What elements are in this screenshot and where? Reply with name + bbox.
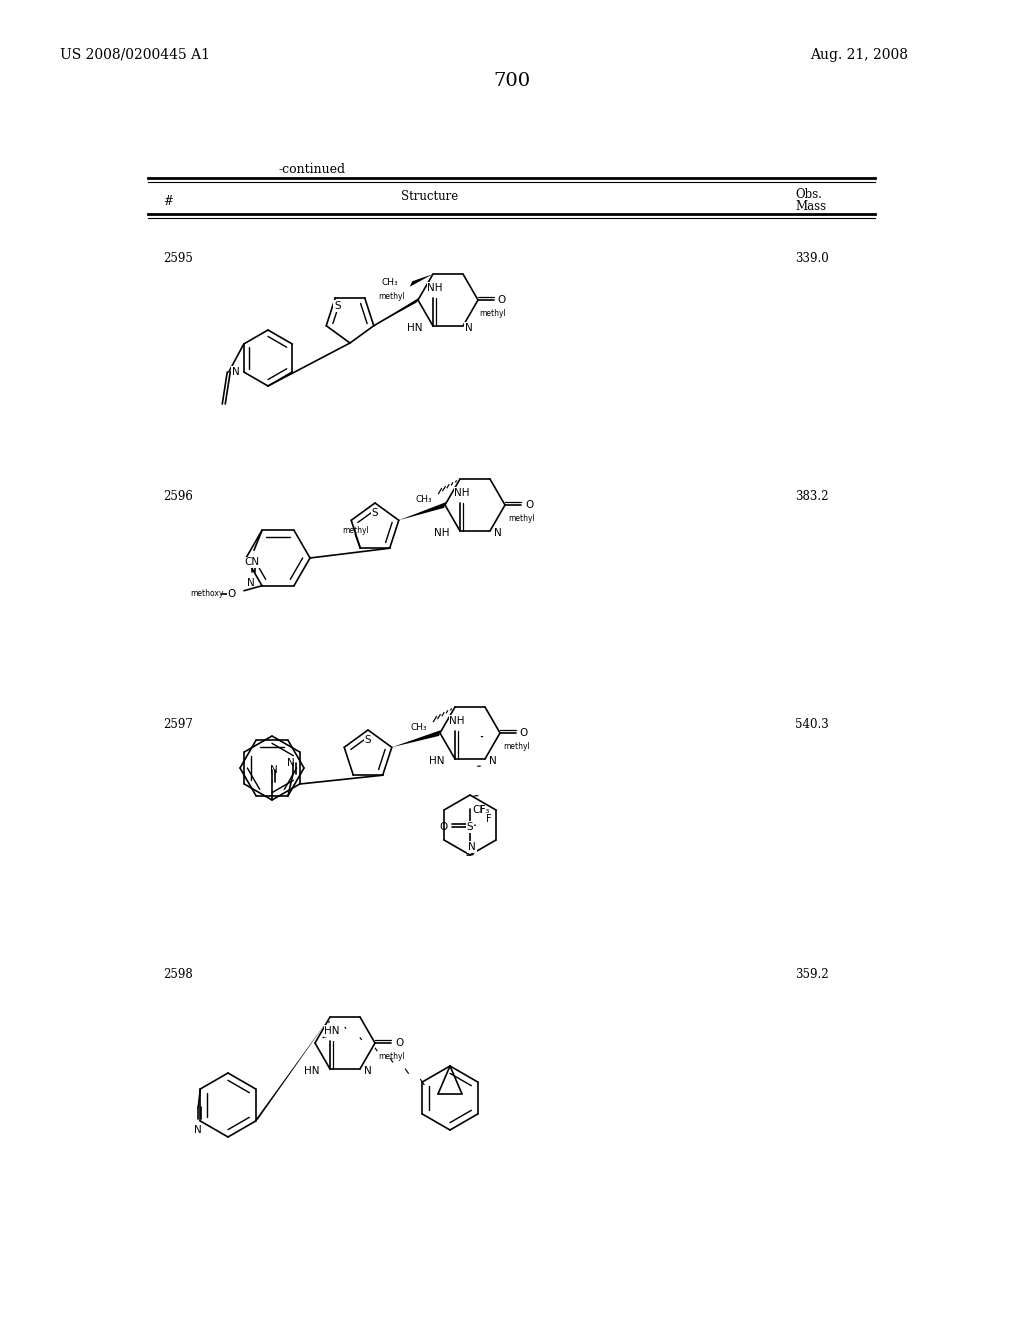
Text: N: N <box>270 766 278 775</box>
Text: S: S <box>467 822 473 832</box>
Text: N: N <box>489 756 497 766</box>
Text: O: O <box>520 729 528 738</box>
Text: O: O <box>395 1038 403 1048</box>
Text: S: S <box>365 735 372 744</box>
Text: F: F <box>486 814 492 824</box>
Text: NH: NH <box>427 282 442 293</box>
Text: CH₃: CH₃ <box>411 722 427 731</box>
Text: O: O <box>525 500 534 510</box>
Text: 2596: 2596 <box>163 490 193 503</box>
Text: N: N <box>195 1125 202 1135</box>
Text: #: # <box>163 195 173 209</box>
Text: methoxy: methoxy <box>190 589 224 598</box>
Polygon shape <box>392 730 441 747</box>
Text: F: F <box>480 805 485 814</box>
Text: methyl: methyl <box>508 513 535 523</box>
Text: methyl: methyl <box>378 292 406 301</box>
Text: 383.2: 383.2 <box>795 490 828 503</box>
Text: Mass: Mass <box>795 201 826 213</box>
Text: Structure: Structure <box>401 190 459 203</box>
Text: US 2008/0200445 A1: US 2008/0200445 A1 <box>60 48 210 62</box>
Text: 2598: 2598 <box>163 968 193 981</box>
Text: N: N <box>495 528 502 539</box>
Text: HN: HN <box>429 756 444 766</box>
Text: NH: NH <box>434 528 450 539</box>
Text: O: O <box>228 589 237 599</box>
Text: O: O <box>439 822 449 832</box>
Text: N: N <box>465 323 473 333</box>
Text: 2597: 2597 <box>163 718 193 731</box>
Polygon shape <box>374 297 420 326</box>
Text: N: N <box>231 367 240 378</box>
Text: S: S <box>372 508 378 517</box>
Text: CH₃: CH₃ <box>381 277 398 286</box>
Polygon shape <box>398 502 445 520</box>
Text: N: N <box>365 1067 372 1076</box>
Text: 2595: 2595 <box>163 252 193 265</box>
Text: 359.2: 359.2 <box>795 968 828 981</box>
Text: 700: 700 <box>494 73 530 90</box>
Text: N: N <box>468 842 476 851</box>
Text: methyl: methyl <box>378 1052 404 1061</box>
Text: N: N <box>287 758 295 768</box>
Text: NH: NH <box>455 488 470 498</box>
Text: 339.0: 339.0 <box>795 252 828 265</box>
Text: HN: HN <box>408 323 423 333</box>
Text: CN: CN <box>245 557 259 568</box>
Text: NH: NH <box>450 715 465 726</box>
Text: HN: HN <box>325 1026 340 1036</box>
Text: Aug. 21, 2008: Aug. 21, 2008 <box>810 48 908 62</box>
Text: N: N <box>247 578 255 589</box>
Text: methyl: methyl <box>503 742 529 751</box>
Text: S: S <box>334 301 341 310</box>
Text: methyl: methyl <box>342 527 369 535</box>
Text: methyl: methyl <box>479 309 506 318</box>
Text: Obs.: Obs. <box>795 187 822 201</box>
Polygon shape <box>253 1016 330 1123</box>
Text: HN: HN <box>304 1067 319 1076</box>
Text: O: O <box>498 294 506 305</box>
Text: CF₃: CF₃ <box>472 805 489 814</box>
Polygon shape <box>410 275 433 286</box>
Text: -continued: -continued <box>279 162 345 176</box>
Text: CH₃: CH₃ <box>416 495 432 503</box>
Text: 540.3: 540.3 <box>795 718 828 731</box>
